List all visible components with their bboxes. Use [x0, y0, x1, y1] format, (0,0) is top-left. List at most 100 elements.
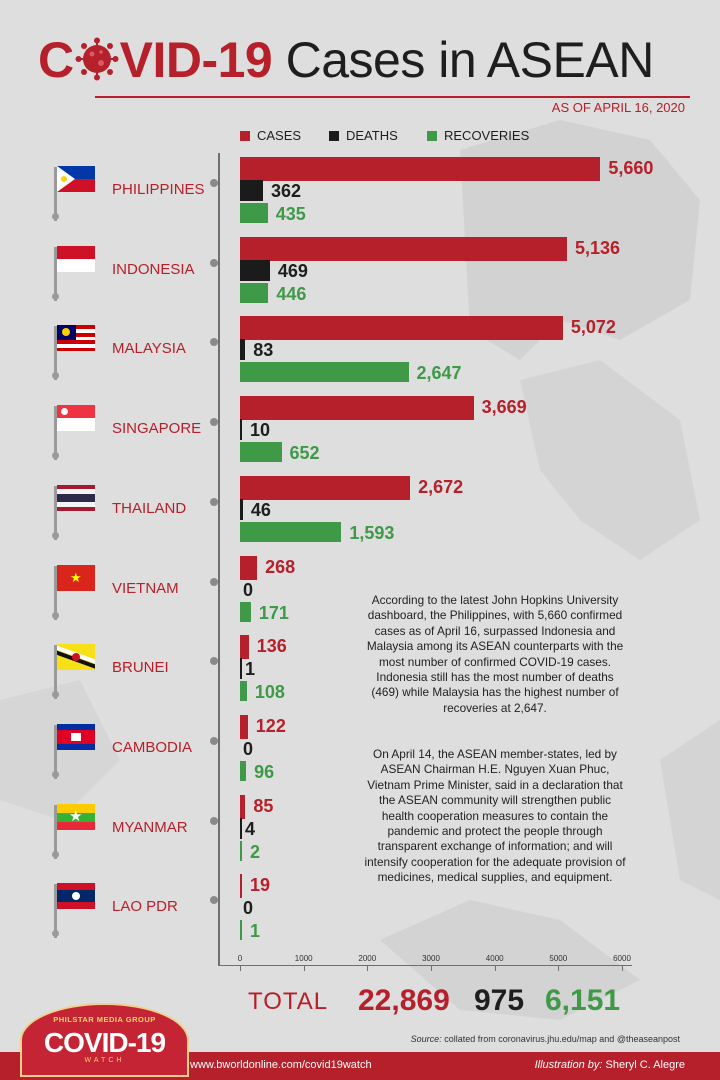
bar-deaths [240, 817, 242, 839]
bar-deaths [240, 658, 242, 680]
source-text: collated from coronavirus.jhu.edu/map an… [444, 1034, 680, 1044]
flag-pole [54, 406, 57, 461]
value-label-deaths: 4 [245, 818, 256, 839]
value-label-cases: 19 [250, 875, 271, 896]
value-label-recov: 2,647 [416, 363, 462, 384]
bar-cases [240, 236, 567, 261]
bar-deaths [240, 259, 270, 281]
legend-deaths: DEATHS [329, 128, 398, 143]
x-tick [367, 966, 369, 971]
bar-cases [240, 396, 474, 421]
title-covid-suffix: VID-19 [119, 32, 273, 88]
x-tick-label: 0 [237, 954, 243, 963]
value-label-recov: 1 [250, 921, 261, 942]
flag-singapore [50, 400, 100, 470]
value-label-cases: 122 [255, 715, 286, 736]
total-label: TOTAL [248, 988, 329, 1015]
bar-recov [240, 760, 247, 781]
flag-pole-base [52, 372, 59, 380]
row-marker [210, 896, 218, 905]
country-label: INDONESIA [112, 260, 195, 278]
row-marker [210, 179, 218, 187]
title-covid-prefix: C [38, 32, 74, 88]
covid19-watch-logo: PHILSTAR MEDIA GROUP COVID-19 WATCH [20, 1003, 189, 1077]
value-label-cases: 2,672 [418, 476, 464, 497]
country-label: LAO PDR [112, 898, 178, 916]
country-label: MALAYSIA [112, 340, 186, 358]
bar-recov [240, 840, 242, 861]
x-tick-label: 1000 [294, 954, 313, 963]
flag-vietnam: ★ [50, 560, 100, 630]
legend-label-cases: CASES [257, 128, 302, 143]
legend-swatch-recoveries [427, 131, 437, 141]
bar-deaths [240, 180, 263, 201]
value-label-cases: 5,660 [608, 158, 654, 178]
country-label: PHILIPPINES [112, 181, 205, 198]
x-tick-label: 4000 [485, 954, 504, 963]
logo-brand: COVID-19 [43, 1027, 166, 1058]
country-label: MYANMAR [112, 818, 188, 836]
value-label-recov: 1,593 [349, 522, 395, 543]
footer-url[interactable]: www.bworldonline.com/covid19watch [190, 1059, 372, 1071]
flag-myanmar: ★ [50, 799, 100, 869]
flag-pole-base [52, 531, 59, 539]
philippines-flag-icon [57, 166, 95, 192]
value-label-deaths: 0 [243, 579, 254, 600]
bar-recov [240, 442, 282, 463]
value-label-recov: 652 [289, 443, 320, 464]
flag-pole-base [52, 213, 59, 220]
subtitle: AS OF APRIL 16, 2020 [551, 100, 685, 115]
malaysia-flag-icon [57, 325, 95, 352]
bar-recov [240, 362, 409, 383]
value-label-deaths: 362 [271, 181, 302, 201]
bar-recov [240, 681, 247, 702]
vietnam-flag-icon: ★ [57, 564, 95, 591]
flag-lao-pdr [50, 878, 100, 948]
bar-deaths [240, 498, 243, 520]
legend-swatch-cases [240, 131, 250, 141]
bar-deaths [240, 339, 246, 361]
legend-label-recoveries: RECOVERIES [444, 128, 530, 143]
virus-icon [75, 37, 119, 81]
paragraph-2: On April 14, the ASEAN member-states, le… [364, 747, 626, 885]
logo-group: PHILSTAR MEDIA GROUP [53, 1015, 156, 1024]
bar-recov [240, 920, 242, 941]
value-label-deaths: 46 [250, 499, 271, 520]
flag-pole [54, 645, 57, 700]
x-tick [622, 966, 623, 971]
flag-pole [54, 804, 57, 859]
value-label-deaths: 0 [243, 898, 254, 919]
bar-cases [240, 874, 242, 899]
legend-swatch-deaths [329, 131, 339, 141]
flag-pole-base [52, 850, 59, 858]
flag-pole-base [52, 292, 59, 300]
flag-pole-base [52, 930, 59, 938]
x-tick-label: 5000 [549, 954, 568, 963]
page-title: C VID-19 Cases in ASEAN [38, 30, 654, 90]
footer-credit: Illustration by: Sheryl C. Alegre [535, 1059, 685, 1071]
value-label-recov: 96 [254, 761, 275, 782]
value-label-recov: 435 [275, 204, 306, 224]
flag-brunei [50, 639, 100, 709]
value-label-recov: 171 [258, 602, 289, 623]
x-tick-label: 2000 [358, 954, 377, 963]
flag-pole [54, 724, 57, 779]
flag-philippines [50, 161, 100, 231]
value-label-deaths: 1 [245, 659, 256, 680]
country-label: THAILAND [112, 499, 187, 517]
value-label-cases: 136 [256, 636, 287, 657]
flag-pole [54, 167, 57, 221]
country-label: VIETNAM [112, 579, 179, 597]
legend-label-deaths: DEATHS [346, 128, 398, 143]
bar-recov [240, 203, 268, 223]
country-label: SINGAPORE [112, 420, 202, 438]
bar-cases [240, 635, 249, 660]
value-label-deaths: 469 [277, 260, 308, 281]
thailand-flag-icon [57, 484, 95, 511]
value-label-cases: 5,136 [575, 237, 621, 258]
bar-cases [240, 475, 411, 500]
bar-recov [240, 601, 251, 622]
flag-pole [54, 246, 57, 301]
bar-cases [240, 794, 246, 819]
